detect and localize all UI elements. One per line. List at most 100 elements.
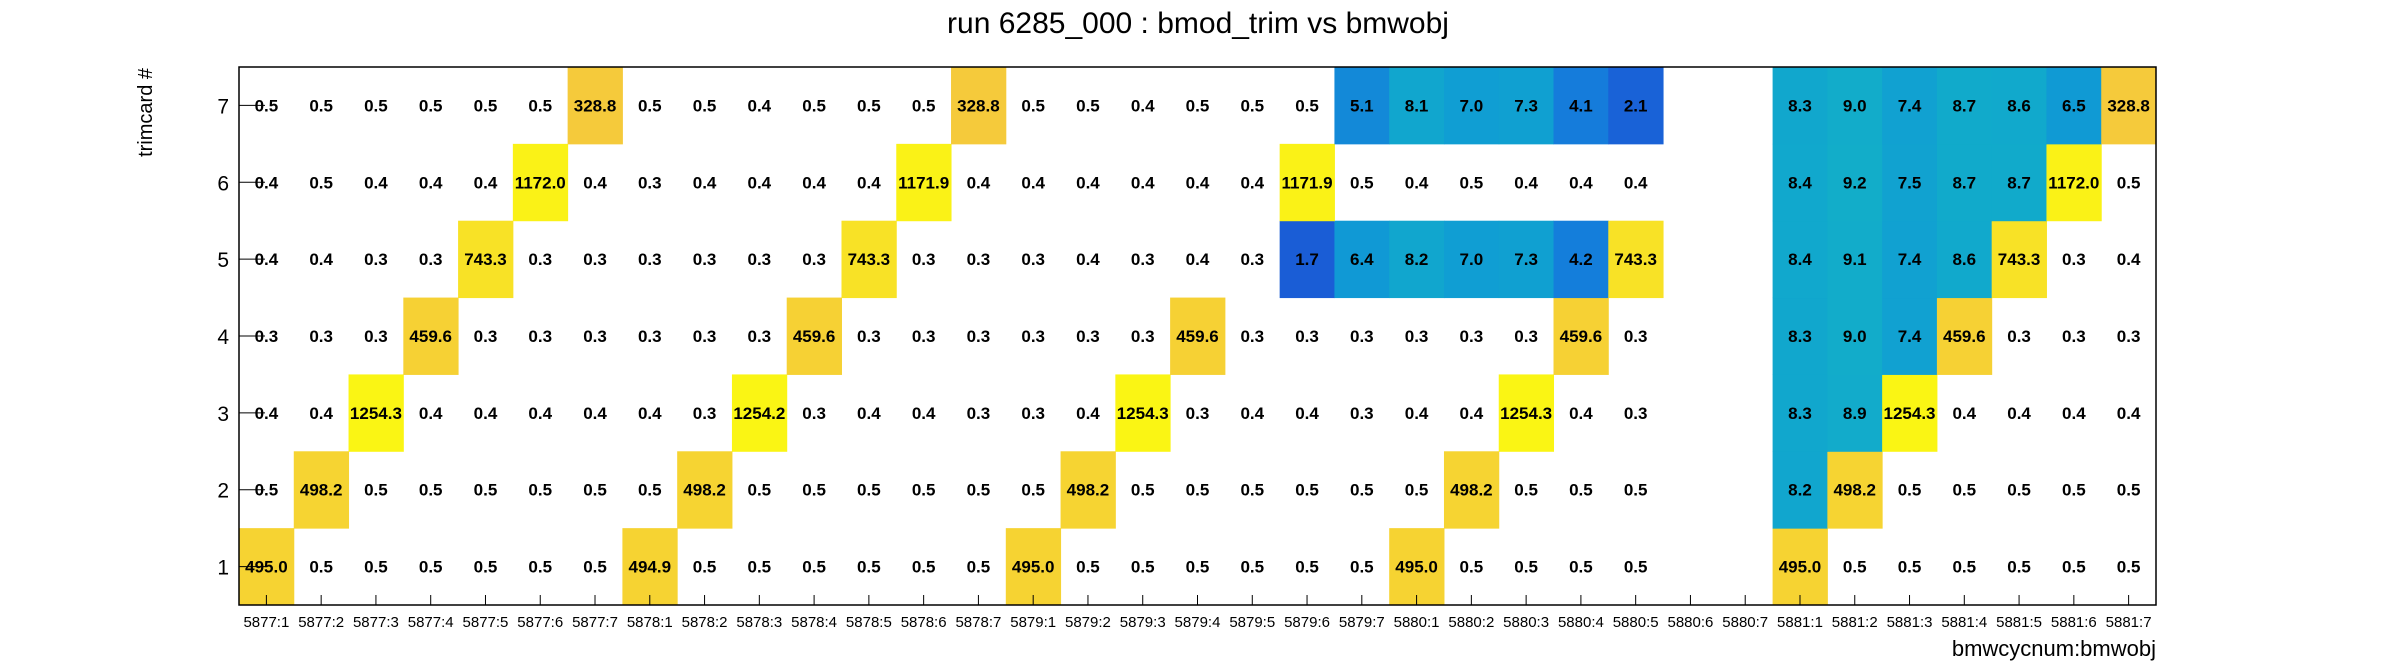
cell-value-label: 495.0: [1779, 558, 1822, 577]
cell-value-label: 0.4: [693, 173, 717, 192]
cell-value-label: 0.4: [419, 404, 443, 423]
y-axis-ticks: 1 2 3 4 5 6 7: [217, 95, 265, 580]
x-tick-label: 5878:5: [846, 614, 892, 631]
cell-value-label: 0.5: [1898, 481, 1922, 500]
cell-value-label: 0.5: [1295, 558, 1319, 577]
cell-value-label: 8.2: [1788, 481, 1812, 500]
cell-value-label: 8.7: [2007, 173, 2031, 192]
cell-value-label: 0.5: [1569, 558, 1593, 577]
cell-value-label: 0.4: [474, 404, 498, 423]
cell-value-label: 0.3: [1131, 327, 1155, 346]
cell-value-label: 0.5: [364, 481, 388, 500]
heatmap-cell: [1772, 143, 1828, 222]
cell-value-label: 0.5: [1186, 96, 1210, 115]
cell-value-label: 0.3: [583, 327, 607, 346]
cell-value-label: 0.5: [528, 558, 552, 577]
cell-value-label: 0.5: [912, 96, 936, 115]
cell-value-label: 495.0: [1395, 558, 1438, 577]
cell-value-label: 0.5: [967, 481, 991, 500]
cell-value-label: 0.3: [528, 250, 552, 269]
cell-value-label: 0.3: [583, 250, 607, 269]
cell-value-label: 0.5: [364, 96, 388, 115]
cell-value-label: 8.6: [2007, 96, 2031, 115]
x-tick-label: 5877:4: [408, 614, 454, 631]
cell-value-label: 0.3: [1240, 327, 1264, 346]
cell-value-label: 8.7: [1952, 173, 1976, 192]
cell-value-label: 0.5: [1240, 558, 1264, 577]
cell-value-label: 0.4: [967, 173, 991, 192]
x-tick-label: 5880:7: [1722, 614, 1768, 631]
heatmap-cell: [1827, 297, 1883, 375]
cell-value-label: 8.1: [1405, 96, 1429, 115]
cell-value-label: 0.5: [1952, 481, 1976, 500]
cell-value-label: 498.2: [300, 481, 343, 500]
cell-value-label: 0.3: [364, 250, 388, 269]
x-tick-label: 5878:4: [791, 614, 837, 631]
heatmap-cell: [1443, 67, 1500, 145]
cell-value-label: 8.3: [1788, 327, 1812, 346]
heatmap-cell: [1608, 67, 1664, 145]
cell-value-label: 0.4: [912, 404, 936, 423]
cell-value-label: 0.5: [1021, 481, 1045, 500]
cell-value-label: 0.5: [1131, 481, 1155, 500]
cell-value-label: 495.0: [1012, 558, 1055, 577]
cell-value-label: 0.3: [638, 250, 662, 269]
cell-value-label: 7.5: [1898, 173, 1922, 192]
heatmap-cell: [622, 528, 678, 606]
x-tick-label: 5878:3: [736, 614, 782, 631]
heatmap-cell: [1279, 220, 1335, 299]
heatmap-cell: [1772, 297, 1828, 375]
heatmap-cell: [677, 451, 733, 529]
x-tick-label: 5878:6: [901, 614, 947, 631]
cell-value-label: 0.4: [802, 173, 826, 192]
cell-value-label: 0.5: [1514, 481, 1538, 500]
cell-value-label: 0.5: [1624, 481, 1648, 500]
cell-value-label: 0.4: [1076, 173, 1100, 192]
heatmap-cell: [1882, 374, 1938, 452]
heatmap-cell: [1772, 374, 1828, 452]
heatmap-cell: [1443, 220, 1500, 299]
cell-value-label: 0.4: [1186, 173, 1210, 192]
cell-value-label: 7.0: [1460, 250, 1484, 269]
cell-value-label: 0.4: [1131, 96, 1155, 115]
heatmap-cell: [567, 67, 623, 145]
cell-value-label: 498.2: [1450, 481, 1493, 500]
y-tick-label: 2: [217, 480, 229, 503]
cell-value-label: 0.3: [1076, 327, 1100, 346]
cell-value-label: 0.5: [1405, 481, 1429, 500]
cell-value-label: 0.4: [1076, 404, 1100, 423]
cell-value-label: 0.3: [1131, 250, 1155, 269]
cell-value-label: 0.5: [857, 558, 881, 577]
cell-value-label: 0.5: [2117, 558, 2141, 577]
cell-value-label: 0.4: [1186, 250, 1210, 269]
x-tick-label: 5881:1: [1777, 614, 1823, 631]
cell-value-label: 0.5: [364, 558, 388, 577]
cell-value-label: 0.4: [1569, 173, 1593, 192]
heatmap-cell: [1772, 451, 1828, 529]
cell-value-label: 0.5: [1021, 96, 1045, 115]
cell-value-label: 0.3: [802, 250, 826, 269]
cell-value-label: 8.7: [1952, 96, 1976, 115]
cell-value-label: 0.3: [1460, 327, 1484, 346]
heatmap-cell: [1334, 220, 1390, 299]
heatmap-cell: [896, 143, 952, 222]
heatmap-cell: [403, 297, 459, 375]
cell-value-label: 0.4: [1131, 173, 1155, 192]
cell-value-label: 0.5: [474, 481, 498, 500]
cell-value-label: 0.4: [1514, 173, 1538, 192]
cell-value-label: 1171.9: [1282, 173, 1333, 192]
heatmap-cell: [1553, 297, 1609, 375]
heatmap-cell: [1882, 143, 1938, 222]
cell-value-label: 0.4: [255, 404, 279, 423]
cell-value-label: 0.4: [583, 173, 607, 192]
heatmap-cell: [512, 143, 569, 222]
cell-value-label: 0.5: [1295, 96, 1319, 115]
cell-value-label: 0.4: [1569, 404, 1593, 423]
cell-value-label: 0.4: [474, 173, 498, 192]
cell-value-label: 743.3: [848, 250, 891, 269]
cell-value-label: 9.1: [1843, 250, 1867, 269]
x-tick-label: 5877:1: [243, 614, 289, 631]
x-tick-label: 5881:6: [2051, 614, 2097, 631]
heatmap-cell: [1389, 220, 1445, 299]
cell-value-label: 0.4: [1624, 173, 1648, 192]
